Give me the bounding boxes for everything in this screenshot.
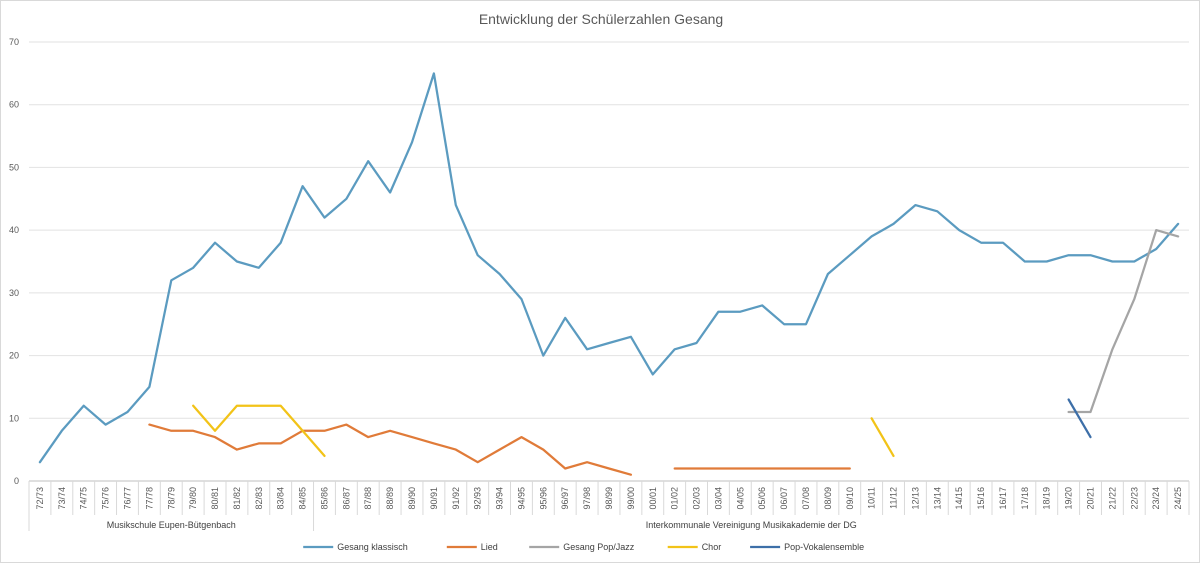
series-line <box>148 423 633 476</box>
axes: 0 10 20 30 40 50 60 70 72/73 73/74 74/75 75/76 76/77… <box>9 37 1190 531</box>
gridlines <box>29 41 1189 482</box>
x-tick-label: 02/03 <box>692 487 702 510</box>
x-tick-label: 82/83 <box>254 487 264 510</box>
x-tick-label: 21/22 <box>1107 487 1117 510</box>
x-tick-label: 07/08 <box>801 487 811 510</box>
series-line <box>1067 398 1092 439</box>
x-tick-label: 92/93 <box>473 487 483 510</box>
chart-title: Entwicklung der Schülerzahlen Gesang <box>479 11 723 27</box>
y-tick-label: 20 <box>9 351 19 361</box>
x-tick-label: 17/18 <box>1020 487 1030 510</box>
x-tick-label: 20/21 <box>1086 487 1096 510</box>
series-pop-vokalensemble <box>1067 398 1092 439</box>
x-tick-label: 85/86 <box>319 487 329 510</box>
legend-item: Chor <box>667 542 722 552</box>
y-tick-label: 70 <box>9 37 19 47</box>
series-line <box>192 404 326 458</box>
x-tick-label: 06/07 <box>779 487 789 510</box>
x-tick-label: 05/06 <box>757 487 767 510</box>
x-tick-label: 23/24 <box>1151 487 1161 510</box>
series-line <box>1067 228 1180 414</box>
x-tick-label: 19/20 <box>1064 487 1074 510</box>
series-gesang-pop-jazz <box>1067 228 1180 414</box>
x-tick-label: 13/14 <box>932 487 942 510</box>
x-tick-label: 78/79 <box>166 487 176 510</box>
x-tick-label: 80/81 <box>210 487 220 510</box>
y-tick-label: 10 <box>9 413 19 423</box>
series-gesang-klassisch <box>38 72 1180 464</box>
x-tick-label: 81/82 <box>232 487 242 510</box>
x-tick-label: 96/97 <box>560 487 570 510</box>
x-tick-label: 74/75 <box>79 487 89 510</box>
category-group-label: Interkommunale Vereinigung Musikakademie… <box>646 520 857 530</box>
x-tick-label: 98/99 <box>604 487 614 510</box>
y-tick-label: 0 <box>14 476 19 486</box>
x-tick-label: 84/85 <box>298 487 308 510</box>
series-lied <box>148 423 851 476</box>
x-tick-label: 90/91 <box>429 487 439 510</box>
legend-item: Gesang klassisch <box>303 542 408 552</box>
x-tick-label: 93/94 <box>495 487 505 510</box>
x-tick-label: 18/19 <box>1042 487 1052 510</box>
x-tick-label: 97/98 <box>582 487 592 510</box>
x-tick-label: 79/80 <box>188 487 198 510</box>
x-tick-label: 73/74 <box>57 487 67 510</box>
x-tick-label: 12/13 <box>910 487 920 510</box>
x-tick-label: 94/95 <box>516 487 526 510</box>
x-tick-label: 16/17 <box>998 487 1008 510</box>
legend-item: Lied <box>446 542 498 552</box>
x-tick-label: 00/01 <box>648 487 658 510</box>
series-line <box>870 417 895 458</box>
x-tick-label: 11/12 <box>889 487 899 509</box>
category-group-label: Musikschule Eupen-Bütgenbach <box>107 520 236 530</box>
series-chor <box>192 404 895 458</box>
x-tick-label: 10/11 <box>867 487 877 509</box>
x-tick-label: 88/89 <box>385 487 395 510</box>
legend-item: Pop-Vokalensemble <box>750 542 864 552</box>
x-tick-label: 01/02 <box>670 487 680 510</box>
x-tick-label: 76/77 <box>122 487 132 510</box>
x-tick-label: 91/92 <box>451 487 461 510</box>
x-tick-label: 75/76 <box>101 487 111 510</box>
x-tick-label: 86/87 <box>341 487 351 510</box>
legend-label: Gesang klassisch <box>337 542 408 552</box>
x-tick-label: 24/25 <box>1173 487 1183 510</box>
x-tick-label: 14/15 <box>954 487 964 510</box>
x-tick-label: 04/05 <box>735 487 745 510</box>
x-tick-label: 03/04 <box>713 487 723 510</box>
y-tick-label: 30 <box>9 288 19 298</box>
x-tick-label: 15/16 <box>976 487 986 510</box>
x-tick-label: 83/84 <box>276 487 286 510</box>
x-tick-label: 09/10 <box>845 487 855 510</box>
x-tick-label: 77/78 <box>144 487 154 510</box>
legend: Gesang klassisch Lied Gesang Pop/Jazz Chor P… <box>303 542 864 552</box>
x-tick-label: 08/09 <box>823 487 833 510</box>
legend-label: Chor <box>702 542 722 552</box>
legend-label: Pop-Vokalensemble <box>784 542 864 552</box>
x-tick-label: 95/96 <box>538 487 548 510</box>
series-layer <box>38 72 1180 476</box>
y-tick-label: 60 <box>9 100 19 110</box>
legend-label: Lied <box>481 542 498 552</box>
y-tick-label: 40 <box>9 225 19 235</box>
legend-label: Gesang Pop/Jazz <box>563 542 635 552</box>
x-tick-label: 89/90 <box>407 487 417 510</box>
x-tick-label: 22/23 <box>1129 487 1139 510</box>
series-line <box>38 72 1180 464</box>
x-tick-label: 99/00 <box>626 487 636 510</box>
x-tick-label: 87/88 <box>363 487 373 510</box>
y-tick-label: 50 <box>9 162 19 172</box>
legend-item: Gesang Pop/Jazz <box>529 542 635 552</box>
x-tick-label: 72/73 <box>35 487 45 510</box>
